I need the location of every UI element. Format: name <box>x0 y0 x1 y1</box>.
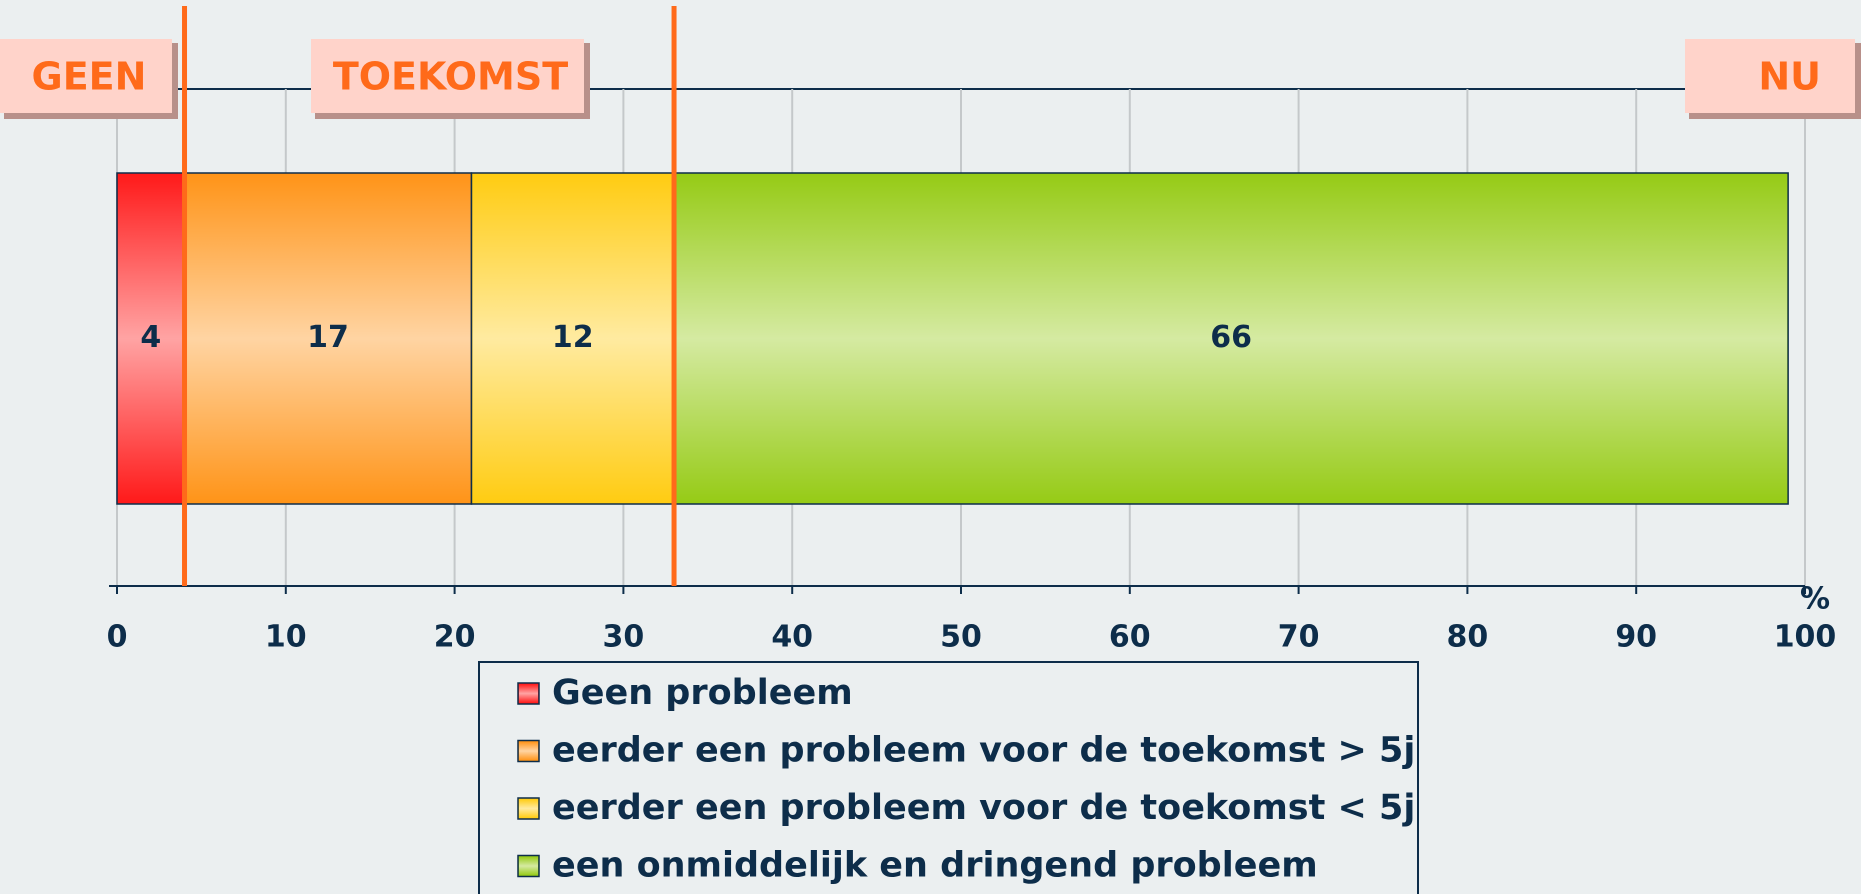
x-tick-label: 70 <box>1278 620 1320 655</box>
data-label: 12 <box>552 320 594 355</box>
annotation-box <box>0 39 172 113</box>
x-tick-label: 10 <box>265 620 307 655</box>
legend-label: eerder een probleem voor de toekomst < 5… <box>552 788 1415 828</box>
legend-swatch-shine <box>519 799 538 818</box>
x-tick-label: 0 <box>107 620 128 655</box>
x-tick-label: 60 <box>1109 620 1151 655</box>
x-tick-label: 100 <box>1774 620 1837 655</box>
legend-swatch-shine <box>519 856 538 876</box>
annotation: GEEN <box>32 55 147 99</box>
annotation-box <box>311 39 584 113</box>
legend-box <box>478 661 1419 894</box>
bar-shine <box>118 174 184 503</box>
legend-label: eerder een probleem voor de toekomst > 5… <box>552 731 1415 771</box>
bar-shine <box>675 174 1788 503</box>
legend-swatch-shine <box>519 684 538 703</box>
annotation: NU <box>1758 55 1821 99</box>
data-label: 4 <box>140 320 161 355</box>
legend-swatch-shine <box>519 741 538 761</box>
legend-label: een onmiddelijk en dringend probleem <box>552 846 1318 886</box>
bar-shine <box>472 174 674 503</box>
data-label: 66 <box>1210 320 1252 355</box>
annotation-box <box>1685 39 1855 113</box>
x-axis-label: % <box>1800 582 1830 617</box>
x-tick-label: 90 <box>1615 620 1657 655</box>
x-tick-label: 20 <box>434 620 476 655</box>
x-tick-label: 80 <box>1447 620 1489 655</box>
x-tick-label: 30 <box>603 620 645 655</box>
bar-shine <box>185 174 471 503</box>
annotation: TOEKOMST <box>333 55 568 99</box>
legend-label: Geen probleem <box>552 673 853 713</box>
x-tick-label: 50 <box>940 620 982 655</box>
data-label: 17 <box>307 320 349 355</box>
x-tick-label: 40 <box>771 620 813 655</box>
